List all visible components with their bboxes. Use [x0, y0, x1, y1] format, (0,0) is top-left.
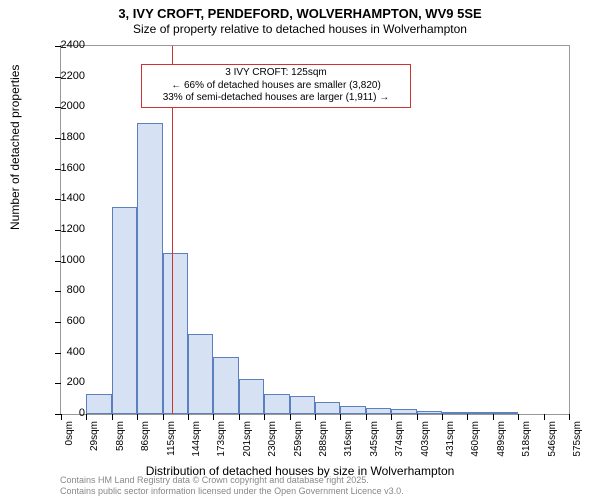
y-tick-label: 1000	[45, 254, 85, 266]
x-tick	[467, 414, 468, 420]
y-tick-label: 600	[45, 315, 85, 327]
x-tick	[544, 414, 545, 420]
x-tick-label: 58sqm	[115, 421, 126, 451]
x-tick-label: 201sqm	[242, 421, 253, 457]
x-tick-label: 173sqm	[216, 421, 227, 457]
x-tick-label: 518sqm	[521, 421, 532, 457]
y-axis-title: Number of detached properties	[8, 65, 22, 230]
annotation-box: 3 IVY CROFT: 125sqm← 66% of detached hou…	[141, 64, 411, 108]
histogram-bar	[493, 412, 518, 414]
y-tick-label: 2400	[45, 39, 85, 51]
histogram-bar	[467, 412, 492, 414]
x-tick-label: 345sqm	[369, 421, 380, 457]
x-tick-label: 546sqm	[547, 421, 558, 457]
histogram-bar	[239, 379, 264, 414]
x-tick-label: 431sqm	[445, 421, 456, 457]
x-tick-label: 259sqm	[293, 421, 304, 457]
y-tick-label: 2000	[45, 100, 85, 112]
x-tick-label: 288sqm	[318, 421, 329, 457]
x-tick-label: 115sqm	[166, 421, 177, 456]
histogram-bar	[366, 408, 391, 414]
histogram-bar	[417, 411, 442, 414]
y-tick-label: 2200	[45, 70, 85, 82]
y-tick-label: 1400	[45, 192, 85, 204]
footer-line-2: Contains public sector information licen…	[60, 486, 404, 496]
x-tick	[290, 414, 291, 420]
x-tick	[569, 414, 570, 420]
y-tick-label: 800	[45, 284, 85, 296]
x-tick-label: 144sqm	[191, 421, 202, 457]
x-tick-label: 230sqm	[267, 421, 278, 457]
histogram-bar	[315, 402, 340, 414]
y-tick-label: 400	[45, 346, 85, 358]
x-tick	[264, 414, 265, 420]
x-tick	[391, 414, 392, 420]
annotation-title: 3 IVY CROFT: 125sqm	[146, 67, 406, 80]
x-tick	[493, 414, 494, 420]
x-tick-label: 86sqm	[140, 421, 151, 451]
x-tick	[163, 414, 164, 420]
x-tick	[315, 414, 316, 420]
x-tick-label: 575sqm	[572, 421, 583, 457]
x-tick	[213, 414, 214, 420]
histogram-bar	[137, 123, 162, 414]
x-tick	[86, 414, 87, 420]
y-tick-label: 200	[45, 376, 85, 388]
footer-attribution: Contains HM Land Registry data © Crown c…	[60, 475, 404, 496]
chart-title-main: 3, IVY CROFT, PENDEFORD, WOLVERHAMPTON, …	[0, 6, 600, 21]
histogram-bar	[213, 357, 238, 414]
histogram-bar	[112, 207, 137, 414]
x-tick	[188, 414, 189, 420]
plot-area: 3 IVY CROFT: 125sqm← 66% of detached hou…	[60, 45, 570, 415]
x-tick	[137, 414, 138, 420]
histogram-bar	[86, 394, 111, 414]
histogram-bar	[290, 396, 315, 414]
x-tick	[112, 414, 113, 420]
annotation-line-2: 33% of semi-detached houses are larger (…	[146, 92, 406, 105]
x-tick-label: 316sqm	[343, 421, 354, 457]
x-tick	[340, 414, 341, 420]
x-tick-label: 0sqm	[64, 421, 75, 445]
histogram-bar	[163, 253, 188, 414]
x-tick	[442, 414, 443, 420]
x-tick-label: 403sqm	[420, 421, 431, 457]
histogram-bar	[391, 409, 416, 414]
histogram-bar	[188, 334, 213, 414]
y-tick-label: 1600	[45, 162, 85, 174]
x-tick	[366, 414, 367, 420]
histogram-bar	[340, 406, 365, 414]
y-tick-label: 1200	[45, 223, 85, 235]
histogram-bar	[264, 394, 289, 414]
histogram-bar	[442, 412, 467, 414]
x-tick-label: 374sqm	[394, 421, 405, 457]
x-tick-label: 489sqm	[496, 421, 507, 457]
x-tick	[518, 414, 519, 420]
y-tick-label: 1800	[45, 131, 85, 143]
footer-line-1: Contains HM Land Registry data © Crown c…	[60, 475, 404, 485]
chart-title-sub: Size of property relative to detached ho…	[0, 22, 600, 36]
chart-container: 3, IVY CROFT, PENDEFORD, WOLVERHAMPTON, …	[0, 0, 600, 500]
annotation-line-1: ← 66% of detached houses are smaller (3,…	[146, 80, 406, 93]
x-tick	[239, 414, 240, 420]
x-tick-label: 29sqm	[89, 421, 100, 451]
x-tick	[417, 414, 418, 420]
x-tick-label: 460sqm	[470, 421, 481, 457]
y-tick-label: 0	[45, 407, 85, 419]
